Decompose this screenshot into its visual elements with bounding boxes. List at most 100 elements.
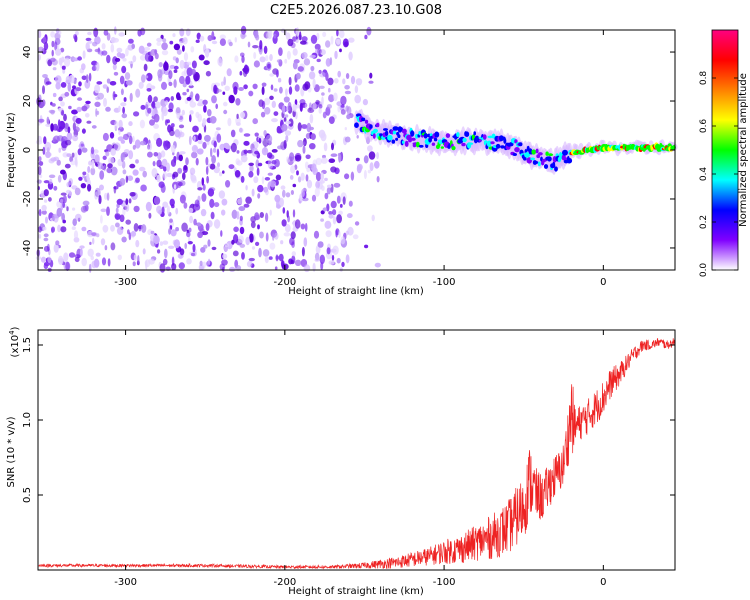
spectrogram-cell (51, 103, 56, 107)
spectrogram-cell (395, 137, 399, 141)
spectrogram-cell (207, 239, 211, 247)
spectrogram-cell (313, 84, 320, 93)
spectrogram-cell (58, 96, 63, 102)
spectrogram-cell (96, 81, 103, 85)
spectrogram-cell (76, 106, 82, 113)
spectrogram-cell (234, 55, 239, 63)
spectrogram-cell (338, 230, 341, 238)
colorbar-gradient (712, 30, 738, 270)
spectrogram-cell (74, 213, 82, 221)
spectrogram-x-ticks: -300 -200 -100 0 (114, 30, 607, 288)
spectrogram-cell (285, 88, 288, 97)
spectrogram-cell (299, 102, 303, 112)
spectrogram-cell (270, 84, 274, 91)
spectrogram-cell (146, 42, 152, 47)
spectrogram-cell (161, 42, 168, 51)
spectrogram-cell (120, 139, 126, 144)
spectrogram-cell (141, 74, 146, 83)
spectrogram-cell (178, 124, 185, 129)
spectrogram-cell (158, 181, 165, 188)
spectrogram-cell (67, 82, 72, 92)
spectrogram-x-axis-label: Height of straight line (km) (288, 286, 424, 297)
spectrogram-cell (223, 101, 228, 107)
spectrogram-cell (199, 260, 203, 266)
spectrogram-cell (156, 174, 161, 183)
spectrogram-cell (209, 116, 217, 124)
spectrogram-cell (257, 224, 260, 230)
spectrogram-cell (408, 138, 412, 143)
spectrogram-cell (254, 212, 260, 221)
spectrogram-cell (65, 75, 72, 84)
snr-x-ticks: -300 -200 -100 0 (114, 330, 607, 588)
spectrogram-cell (308, 71, 316, 80)
spectrogram-cell (160, 34, 164, 40)
spectrogram-cell (145, 201, 152, 212)
spectrogram-cell (41, 210, 47, 215)
spectrogram-cell (166, 205, 170, 215)
spectrogram-cell (297, 139, 304, 148)
spectrogram-cell (290, 190, 294, 195)
spectrogram-cell (235, 265, 242, 271)
spectrogram-cell (205, 166, 209, 175)
spectrogram-cell (201, 231, 209, 236)
spectrogram-cell (217, 162, 220, 168)
spectrogram-cell (133, 223, 139, 232)
spectrogram-cell (179, 194, 186, 204)
spectrogram-cell (133, 254, 137, 261)
spectrogram-cell (182, 45, 185, 52)
spectrogram-cell (331, 254, 335, 261)
spectrogram-cell (43, 189, 49, 197)
spectrogram-cell (154, 52, 159, 60)
spectrogram-cell (240, 175, 245, 183)
spectrogram-cell (86, 173, 90, 181)
spectrogram-cell (348, 37, 355, 43)
spectrogram-cell (118, 119, 123, 129)
spectrogram-cell (433, 137, 438, 142)
spectrogram-cell (219, 171, 223, 177)
colorbar-tick-label: 0.6 (699, 119, 709, 134)
spectrogram-cell (106, 54, 111, 64)
spectrogram-cell (490, 141, 495, 145)
spectrogram-cell (340, 236, 346, 245)
spectrogram-cell (71, 109, 78, 115)
spectrogram-cell (211, 95, 217, 104)
spectrogram-cell (106, 167, 113, 174)
spectrogram-cell (278, 47, 283, 56)
spectrogram-cell (547, 156, 552, 162)
spectrogram-cell (261, 147, 269, 156)
spectrogram-cell (60, 192, 67, 196)
spectrogram-cell (42, 85, 45, 95)
spectrogram-cell (127, 175, 134, 181)
spectrogram-cell (237, 198, 242, 205)
spectrogram-cell (198, 98, 204, 106)
spectrogram-cell (176, 113, 181, 119)
spectrogram-cell (72, 57, 79, 62)
spectrogram-cell (162, 106, 168, 117)
spectrogram-cell (330, 153, 338, 157)
spectrogram-cell (273, 33, 277, 39)
spectrogram-cell (285, 32, 291, 41)
spectrogram-cell (87, 40, 93, 44)
spectrogram-cell (72, 218, 77, 226)
spectrogram-cell (226, 68, 232, 77)
spectrogram-cell (170, 126, 174, 132)
spectrogram-cell (275, 255, 280, 260)
spectrogram-cell (223, 245, 229, 252)
spectrogram-cell (137, 29, 142, 37)
spectrogram-cell (73, 126, 80, 133)
spectrogram-cell (137, 255, 140, 264)
spectrogram-cell (183, 52, 189, 62)
spectrogram-cell (320, 172, 324, 181)
spectrogram-cell (156, 41, 161, 46)
spectrogram-cell (369, 124, 373, 129)
spectrogram-cell (198, 133, 202, 141)
spectrogram-cell (133, 205, 140, 213)
spectrogram-cell (332, 245, 339, 255)
spectrogram-cell (239, 215, 243, 222)
spectrogram-cell (168, 70, 173, 80)
spectrogram-cell (259, 231, 264, 239)
spectrogram-cell (100, 208, 107, 213)
spectrogram-cell (284, 130, 292, 136)
spectrogram-cell (554, 166, 558, 172)
spectrogram-cell (207, 188, 215, 197)
